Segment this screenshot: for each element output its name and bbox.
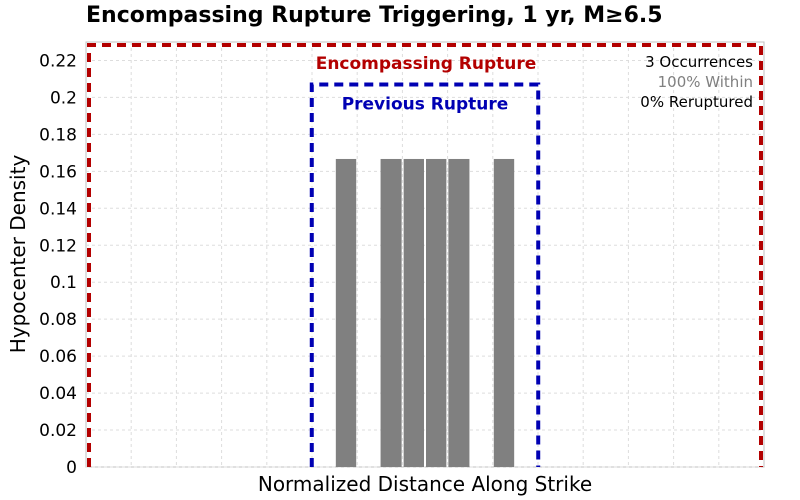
chart-title: Encompassing Rupture Triggering, 1 yr, M… xyxy=(86,3,663,28)
plot-area xyxy=(85,41,765,468)
y-tick-label: 0.14 xyxy=(39,199,77,219)
y-tick-label: 0.18 xyxy=(39,125,77,145)
y-tick-label: 0.2 xyxy=(50,88,77,108)
grid-lines xyxy=(86,42,764,468)
y-tick-label: 0.06 xyxy=(39,347,77,367)
y-tick-label: 0 xyxy=(66,458,77,478)
bars xyxy=(335,158,515,467)
y-tick-label: 0.16 xyxy=(39,162,77,182)
bar xyxy=(335,158,357,467)
bar xyxy=(493,158,515,467)
rupture-regions: Encompassing Rupture Previous Rupture xyxy=(87,43,763,467)
y-tick-label: 0.22 xyxy=(39,51,77,71)
bar xyxy=(403,158,424,467)
annotation-text: 0% Reruptured xyxy=(640,93,753,111)
y-axis-label: Hypocenter Density xyxy=(6,155,30,354)
encompassing-rupture-label: Encompassing Rupture xyxy=(316,54,537,74)
x-axis-label: Normalized Distance Along Strike xyxy=(258,472,592,496)
bar xyxy=(426,158,447,467)
annotations: 3 Occurrences 100% Within 0% Reruptured xyxy=(640,53,753,111)
annotation-text: 100% Within xyxy=(658,73,753,91)
y-tick-label: 0.1 xyxy=(50,273,77,293)
y-tick-label: 0.08 xyxy=(39,310,77,330)
bar xyxy=(380,158,402,467)
bar xyxy=(448,158,470,467)
y-ticks: 0 0.02 0.04 0.06 0.08 0.1 0.12 0.14 0.16 0.18 0.2 0… xyxy=(39,51,77,478)
previous-rupture-box xyxy=(309,82,541,467)
encompassing-rupture-box xyxy=(87,43,763,467)
y-tick-label: 0.04 xyxy=(39,384,77,404)
y-tick-label: 0.02 xyxy=(39,421,77,441)
annotation-text: 3 Occurrences xyxy=(645,53,753,71)
y-tick-label: 0.12 xyxy=(39,236,77,256)
previous-rupture-label: Previous Rupture xyxy=(342,95,509,115)
